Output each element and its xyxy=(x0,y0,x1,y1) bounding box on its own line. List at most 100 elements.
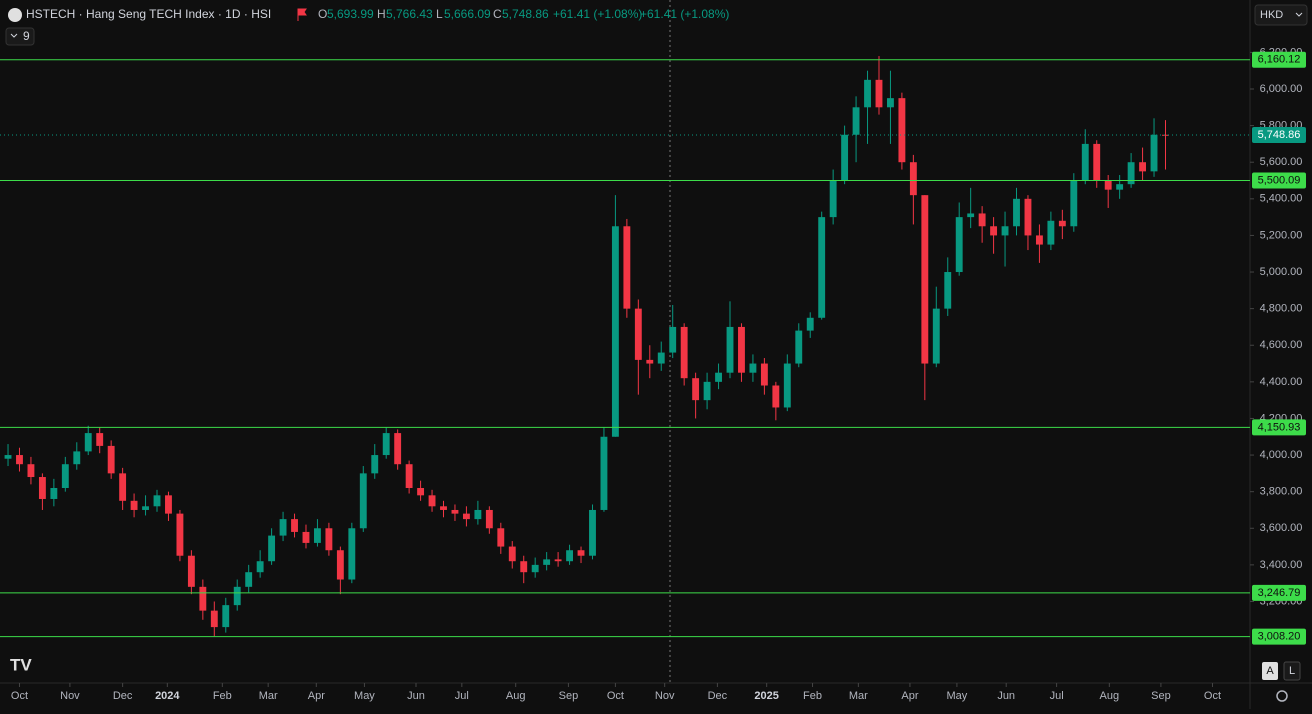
candle-body xyxy=(703,381,711,401)
candle-body xyxy=(348,528,356,580)
auto-button[interactable] xyxy=(1262,662,1278,680)
candle-body xyxy=(818,217,826,318)
change: +61.41 (+1.08%) xyxy=(553,7,642,21)
x-tick-label: May xyxy=(947,690,968,702)
candle-body xyxy=(187,555,195,587)
symbol-title[interactable]: HSTECH · Hang Seng TECH Index · 1D · HSI xyxy=(26,7,271,21)
candle-body xyxy=(245,572,253,587)
x-tick-label: Dec xyxy=(708,690,728,702)
candle-body xyxy=(1024,198,1032,236)
y-tick-label: 4,000.00 xyxy=(1260,449,1303,461)
level-label: 4,150.93 xyxy=(1258,421,1301,433)
candle-body xyxy=(1139,162,1147,172)
candle-body xyxy=(394,433,402,465)
logo: TV xyxy=(10,655,32,674)
axes: 3,200.003,400.003,600.003,800.004,000.00… xyxy=(11,46,1306,702)
candle-body xyxy=(1127,162,1135,185)
level-label: 3,246.79 xyxy=(1258,587,1301,599)
y-tick-label: 3,600.00 xyxy=(1260,522,1303,534)
x-tick-label: Dec xyxy=(113,690,133,702)
candle-body xyxy=(268,535,276,562)
candle-body xyxy=(153,495,161,507)
close-value: 5,748.86 xyxy=(502,7,549,21)
candle-body xyxy=(222,605,230,628)
candle-body xyxy=(1104,180,1112,190)
candle-body xyxy=(692,378,700,401)
x-tick-label: May xyxy=(354,690,375,702)
candle-body xyxy=(909,162,917,196)
candle-body xyxy=(1047,220,1055,245)
candle-body xyxy=(279,519,287,536)
candle-body xyxy=(554,559,562,562)
level-label: 3,008.20 xyxy=(1258,630,1301,642)
level-label: 5,500.09 xyxy=(1258,174,1301,186)
y-tick-label: 3,800.00 xyxy=(1260,486,1303,498)
candle-body xyxy=(967,213,975,218)
candle-body xyxy=(589,509,596,556)
x-tick-label: Jul xyxy=(1050,690,1064,702)
candle-body xyxy=(1058,220,1066,227)
candle-body xyxy=(199,586,207,611)
candle-body xyxy=(314,528,321,543)
level-tag xyxy=(1252,628,1306,645)
x-tick-label: Jun xyxy=(407,690,425,702)
candle-body xyxy=(119,473,127,501)
candle-body xyxy=(336,550,344,580)
flag-icon[interactable] xyxy=(297,8,307,21)
indicator-count: 9 xyxy=(23,29,30,43)
candle-body xyxy=(497,528,505,547)
candle-body xyxy=(990,226,998,236)
close-label: C xyxy=(493,7,502,21)
x-tick-label: Nov xyxy=(655,690,675,702)
candle-body xyxy=(829,180,837,218)
candle-body xyxy=(932,308,940,364)
candle-body xyxy=(1013,198,1020,227)
x-tick-label: Oct xyxy=(1204,690,1221,702)
y-tick-label: 6,000.00 xyxy=(1260,83,1303,95)
symbol-icon xyxy=(8,8,22,22)
candle-body xyxy=(577,550,585,556)
y-tick-label: 5,200.00 xyxy=(1260,229,1303,241)
candle-body xyxy=(921,195,929,364)
x-tick-label: 2024 xyxy=(155,690,180,702)
candle-body xyxy=(440,506,447,510)
level-tag xyxy=(1252,419,1306,436)
candle-body xyxy=(1162,134,1169,136)
candle-body xyxy=(611,226,619,437)
x-tick-label: Feb xyxy=(213,690,232,702)
y-tick-label: 5,400.00 xyxy=(1260,193,1303,205)
candle-body xyxy=(96,433,104,446)
candle-body xyxy=(291,519,298,532)
log-button[interactable] xyxy=(1283,661,1301,681)
level-tag xyxy=(1252,172,1306,189)
candle-body xyxy=(451,509,459,514)
candle-body xyxy=(233,586,241,606)
x-tick-label: Feb xyxy=(803,690,822,702)
change-repeat: +61.41 (+1.08%) xyxy=(640,7,729,21)
candle-body xyxy=(875,79,883,108)
candle-body xyxy=(646,359,654,364)
candle-body xyxy=(1070,180,1078,227)
settings-icon[interactable] xyxy=(1276,690,1288,702)
candle-body xyxy=(302,531,310,543)
indicator-toggle[interactable] xyxy=(5,27,35,46)
candle-body xyxy=(210,610,218,628)
y-tick-label: 4,400.00 xyxy=(1260,376,1303,388)
currency-select[interactable] xyxy=(1254,4,1308,26)
candle-body xyxy=(738,326,745,373)
open-label: O xyxy=(318,7,327,21)
candle-body xyxy=(531,564,539,573)
x-tick-label: Mar xyxy=(259,690,278,702)
low-value: 5,666.09 xyxy=(444,7,491,21)
high-label: H xyxy=(377,7,386,21)
level-label: 6,160.12 xyxy=(1258,54,1301,66)
low-label: L xyxy=(436,7,443,21)
candle-body xyxy=(955,217,963,273)
candle-body xyxy=(726,326,734,373)
candle-body xyxy=(864,79,871,108)
candle-body xyxy=(634,308,642,360)
candle-body xyxy=(623,226,631,309)
y-tick-label: 3,400.00 xyxy=(1260,559,1303,571)
